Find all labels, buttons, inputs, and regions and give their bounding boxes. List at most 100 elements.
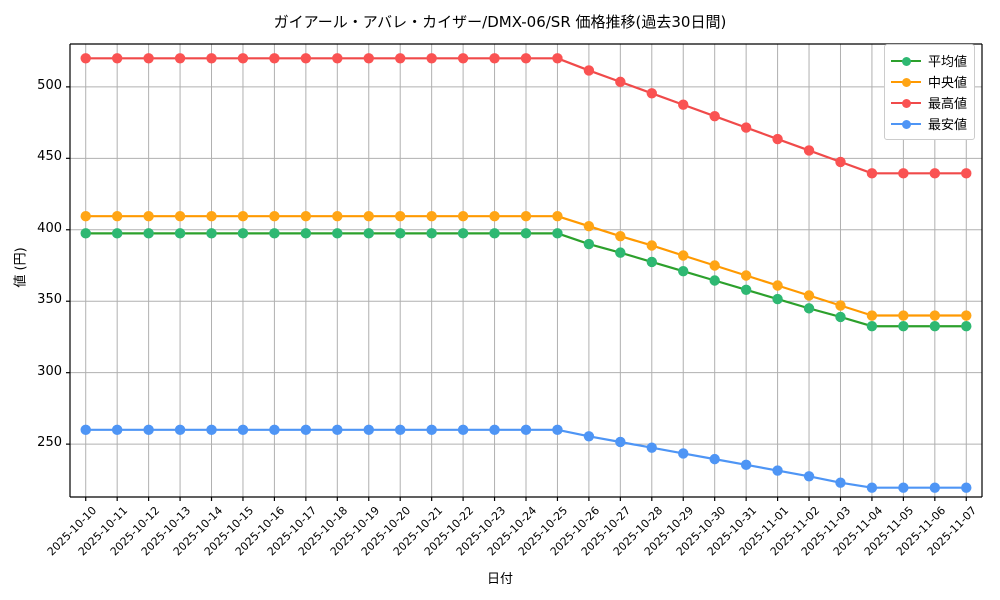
series-data-point [174, 228, 186, 239]
series-data-point [457, 210, 469, 222]
legend-marker-icon [891, 117, 921, 131]
series-data-point [740, 459, 752, 471]
legend-label: 最安値 [928, 118, 968, 133]
chart-title: ガイアール・アバレ・カイザー/DMX-06/SR 価格推移(過去30日間) [273, 13, 727, 31]
series-data-point [835, 477, 846, 488]
series-data-point [929, 321, 941, 332]
series-data-point [426, 53, 437, 64]
legend-item[interactable]: 最高値 [891, 92, 967, 113]
series-data-point [206, 210, 217, 222]
series-data-point [772, 133, 783, 145]
series-data-point [332, 424, 343, 436]
series-data-point [835, 156, 846, 168]
series-data-point [615, 76, 626, 88]
series-data-point [803, 303, 815, 314]
series-data-point [363, 53, 374, 64]
series-data-point [961, 321, 972, 332]
series-data-point [80, 228, 91, 239]
series-data-point [395, 53, 406, 64]
y-tick-label: 450 [37, 149, 62, 165]
series-data-point [143, 228, 154, 239]
series-data-point [520, 424, 532, 436]
series-data-point [363, 210, 374, 222]
series-data-point [678, 448, 689, 459]
series-data-point [143, 210, 154, 222]
series-data-point [583, 221, 595, 232]
series-data-point [552, 53, 563, 64]
y-tick-label: 400 [37, 220, 62, 236]
series-data-point [898, 168, 909, 179]
legend-marker-icon [891, 96, 921, 110]
series-data-point [457, 424, 469, 436]
series-data-point [615, 247, 626, 258]
legend-label: 最高値 [928, 97, 968, 112]
series-data-point [426, 210, 437, 222]
series-data-point [300, 228, 312, 239]
legend-item[interactable]: 平均値 [891, 50, 967, 71]
series-data-point [866, 482, 878, 493]
series-data-point [395, 210, 406, 222]
series-data-point [269, 424, 280, 436]
series-data-point [457, 53, 469, 64]
series-data-point [646, 240, 657, 251]
series-data-point [206, 53, 217, 64]
legend-item[interactable]: 中央値 [891, 71, 967, 92]
series-data-point [929, 310, 941, 321]
series-data-point [709, 260, 720, 271]
y-tick-label: 300 [37, 363, 62, 379]
series-data-point [740, 284, 752, 295]
series-data-point [552, 210, 563, 222]
series-data-point [709, 110, 720, 122]
series-data-point [866, 321, 878, 332]
series-data-point [678, 266, 689, 277]
series-data-point [646, 442, 657, 453]
series-data-point [520, 228, 532, 239]
series-data-point [866, 168, 878, 179]
series-data-point [552, 424, 563, 436]
series-data-point [615, 436, 626, 448]
series-data-point [489, 53, 500, 64]
series-data-point [457, 228, 469, 239]
series-data-point [80, 210, 91, 222]
series-data-point [143, 424, 154, 436]
series-data-point [395, 424, 406, 436]
series-data-point [237, 53, 249, 64]
series-data-point [237, 228, 249, 239]
y-tick-label: 350 [37, 292, 62, 308]
series-data-point [678, 250, 689, 261]
series-data-point [803, 471, 815, 482]
x-axis-label: 日付 [486, 572, 513, 587]
series-data-point [898, 310, 909, 321]
series-data-point [332, 53, 343, 64]
series-data-point [898, 482, 909, 493]
series-data-point [363, 228, 374, 239]
series-data-point [489, 228, 500, 239]
series-data-point [772, 293, 783, 305]
series-data-point [395, 228, 406, 239]
series-data-point [269, 53, 280, 64]
series-data-point [426, 228, 437, 239]
series-data-point [803, 145, 815, 156]
series-data-point [332, 210, 343, 222]
series-data-point [615, 231, 626, 242]
legend-item[interactable]: 最安値 [891, 113, 967, 134]
series-data-point [206, 228, 217, 239]
series-data-point [898, 321, 909, 332]
series-data-point [269, 228, 280, 239]
legend-label: 平均値 [928, 55, 968, 70]
series-data-point [740, 122, 752, 133]
legend-marker-icon [891, 75, 921, 89]
series-data-point [646, 256, 657, 268]
series-data-point [111, 424, 123, 436]
series-data-point [174, 424, 186, 436]
series-data-point [583, 65, 595, 76]
series-data-point [678, 99, 689, 110]
series-data-point [300, 424, 312, 436]
series-data-point [835, 300, 846, 311]
series-data-point [583, 431, 595, 442]
series-data-point [835, 311, 846, 323]
series-data-point [111, 228, 123, 239]
series-data-point [489, 424, 500, 436]
